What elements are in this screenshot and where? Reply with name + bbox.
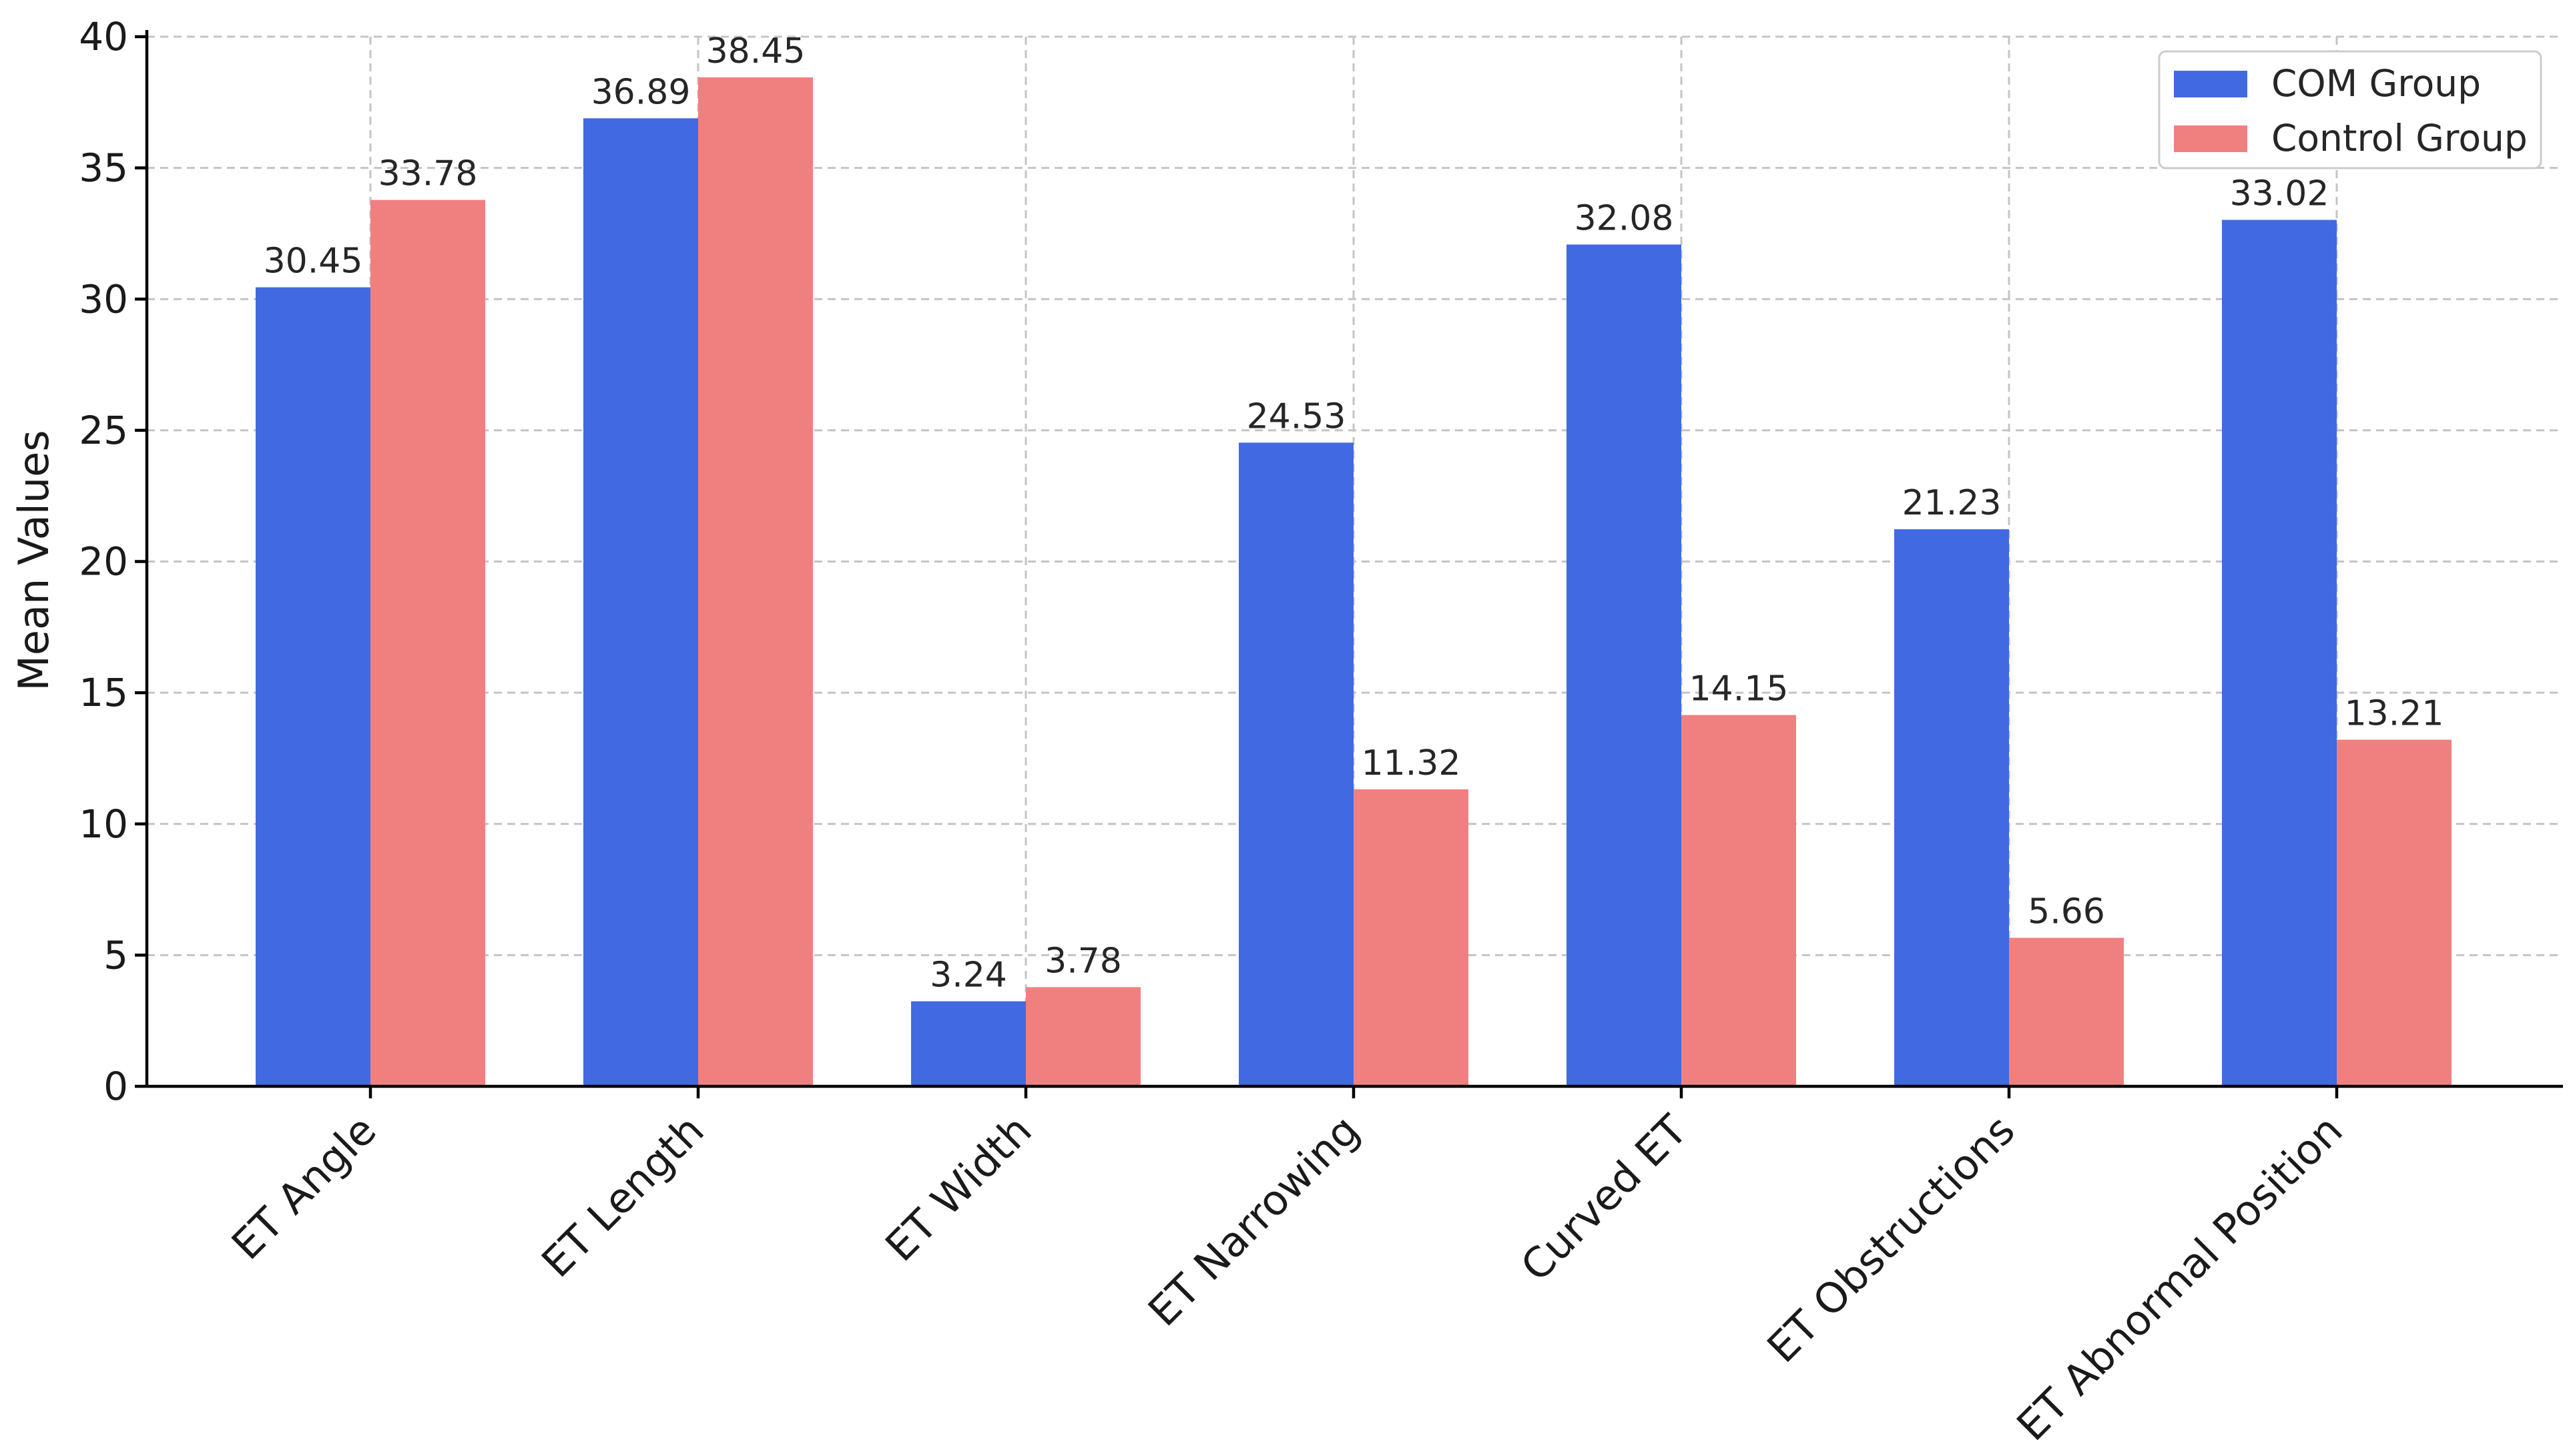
bars [256,77,2452,1087]
value-label: 3.24 [930,956,1007,996]
value-labels: 30.45 36.89 3.24 24.53 32.08 21.23 33.02 33.78 3… [264,31,2444,996]
y-tick-label: 30 [79,276,128,322]
y-tick-label: 10 [79,801,128,847]
bar-com-4 [1566,244,1681,1087]
bar-com-1 [583,118,698,1086]
bar-control-2 [1026,987,1141,1086]
y-tick-label: 35 [79,145,128,191]
bar-control-6 [2337,739,2452,1086]
bar-com-0 [256,287,370,1087]
bar-control-1 [698,77,813,1087]
legend-swatch [2174,125,2247,152]
value-label: 3.78 [1045,941,1122,981]
value-label: 36.89 [591,72,691,112]
axes [135,30,2563,1098]
bar-com-5 [1894,529,2009,1086]
y-tick-label: 0 [103,1064,128,1109]
bar-control-4 [1681,715,1796,1086]
bar-control-3 [1354,789,1468,1086]
value-label: 33.02 [2230,173,2329,214]
value-label: 13.21 [2345,694,2444,734]
y-tick-label: 5 [103,932,128,978]
bar-com-2 [911,1001,1026,1086]
legend-label: COM Group [2271,62,2481,105]
value-label: 24.53 [1247,396,1346,436]
bar-com-3 [1239,442,1354,1086]
bar-control-5 [2009,938,2124,1086]
value-label: 14.15 [1689,669,1789,709]
bar-com-6 [2222,220,2337,1086]
value-label: 11.32 [1362,743,1461,783]
value-label: 21.23 [1902,483,2002,523]
legend-swatch [2174,71,2247,97]
legend: COM Group Control Group [2158,50,2542,169]
value-label: 30.45 [264,242,363,282]
y-axis-label: Mean Values [9,430,58,691]
value-label: 38.45 [706,31,806,71]
value-label: 32.08 [1575,198,1674,238]
bar-control-0 [370,200,485,1086]
y-tick-label: 40 [79,14,128,59]
y-tick-label: 15 [79,670,128,715]
y-tick-label: 25 [79,408,128,453]
legend-label: Control Group [2271,117,2528,159]
legend-box [2158,50,2542,169]
value-label: 33.78 [378,154,478,194]
value-label: 5.66 [2028,891,2105,932]
y-tick-label: 20 [79,539,128,585]
